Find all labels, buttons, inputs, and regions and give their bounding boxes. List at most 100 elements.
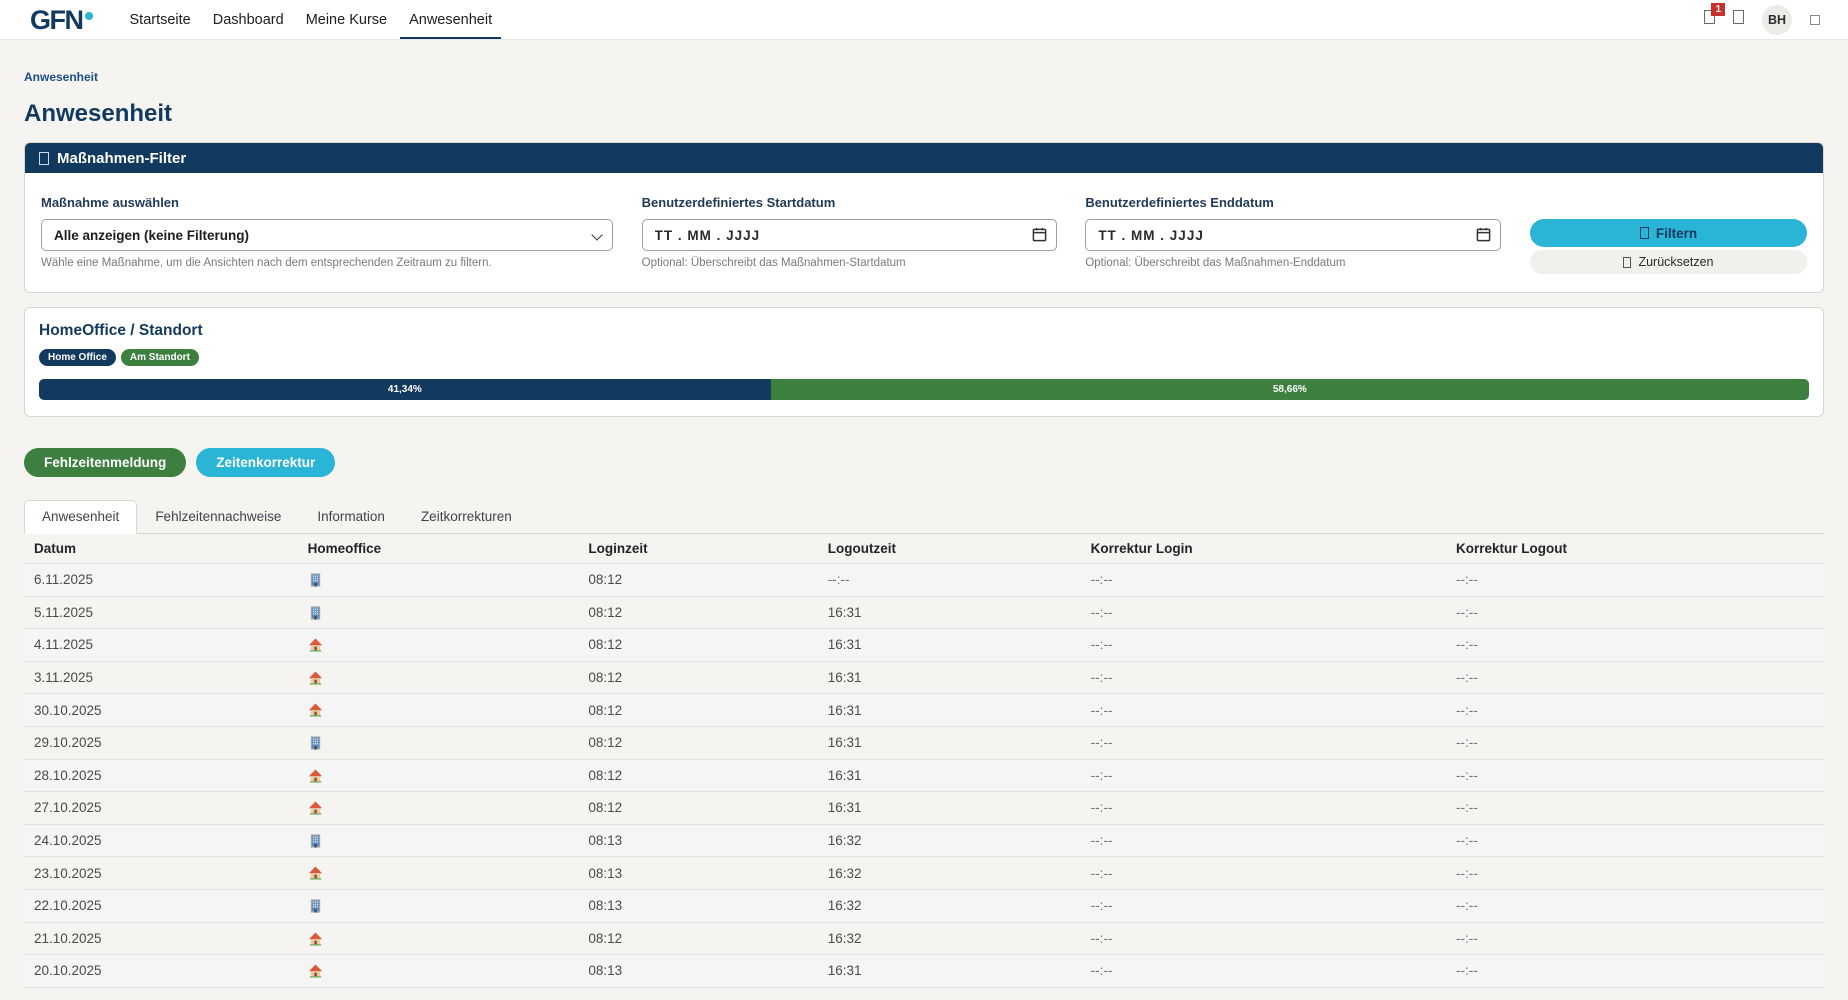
user-avatar[interactable]: BH bbox=[1762, 4, 1792, 35]
start-date-input-wrap bbox=[641, 219, 1057, 251]
cell-logoutzeit: 16:31 bbox=[827, 702, 862, 718]
top-navbar: GFN Startseite Dashboard Meine Kurse Anw… bbox=[0, 0, 1848, 40]
start-date-helper-text: Optional: Überschreibt das Maßnahmen-Sta… bbox=[641, 257, 906, 269]
cell-loginzeit: 08:13 bbox=[588, 963, 623, 979]
filter-button[interactable]: Filtern bbox=[1529, 219, 1807, 247]
cell-korrektur-login: --:-- bbox=[1090, 898, 1113, 914]
cell-korrektur-logout: --:-- bbox=[1455, 930, 1478, 946]
cell-logoutzeit: 16:31 bbox=[827, 670, 862, 686]
cell-datum: 22.10.2025 bbox=[34, 898, 102, 914]
filter-card-title: Maßnahmen-Filter bbox=[57, 149, 187, 167]
tab-zeitkorrekturen[interactable]: Zeitkorrekturen bbox=[420, 509, 512, 524]
cell-homeoffice bbox=[298, 702, 579, 718]
fehlzeitenmeldung-button[interactable]: Fehlzeitenmeldung bbox=[24, 448, 187, 477]
end-date-input[interactable] bbox=[1085, 219, 1502, 251]
menu-toggle-icon[interactable] bbox=[1810, 14, 1820, 25]
table-row: 20.10.2025 08:13 16:31 --:-- --:-- bbox=[24, 955, 1824, 988]
cell-homeoffice bbox=[298, 865, 579, 881]
header-homeoffice: Homeoffice bbox=[307, 541, 382, 556]
table-row: 21.10.2025 08:12 16:32 --:-- --:-- bbox=[24, 923, 1824, 956]
filter-card-body: Maßnahme auswählen Alle anzeigen (keine … bbox=[25, 173, 1823, 292]
cell-loginzeit: 08:12 bbox=[588, 800, 623, 816]
messages-button[interactable] bbox=[1733, 10, 1744, 29]
house-icon bbox=[308, 768, 324, 784]
cell-korrektur-login: --:-- bbox=[1090, 865, 1113, 881]
cell-korrektur-logout: --:-- bbox=[1455, 963, 1478, 979]
table-row: 27.10.2025 08:12 16:31 --:-- --:-- bbox=[24, 792, 1824, 825]
cell-datum: 5.11.2025 bbox=[34, 604, 94, 620]
office-building-icon bbox=[308, 605, 324, 621]
cell-homeoffice bbox=[298, 572, 579, 588]
cell-homeoffice bbox=[298, 669, 579, 685]
cell-datum: 21.10.2025 bbox=[34, 930, 102, 946]
filter-card-header: Maßnahmen-Filter bbox=[25, 143, 1823, 173]
end-date-input-wrap bbox=[1085, 219, 1502, 251]
table-body: 6.11.2025 08:12 --:-- --:-- --:-- 5.11.2… bbox=[24, 564, 1824, 988]
cell-homeoffice bbox=[298, 963, 579, 979]
cell-datum: 28.10.2025 bbox=[34, 767, 102, 783]
tab-fehlzeitennachweise[interactable]: Fehlzeitennachweise bbox=[155, 509, 282, 524]
cell-loginzeit: 08:12 bbox=[588, 637, 623, 653]
header-korrektur-login: Korrektur Login bbox=[1090, 541, 1193, 556]
cell-datum: 4.11.2025 bbox=[34, 637, 94, 653]
reset-button-icon bbox=[1623, 256, 1632, 268]
tab-anwesenheit[interactable]: Anwesenheit bbox=[24, 500, 138, 534]
nav-item-startseite[interactable]: Startseite bbox=[129, 11, 191, 28]
cell-logoutzeit: --:-- bbox=[827, 572, 850, 588]
cell-homeoffice bbox=[298, 930, 579, 946]
gfn-logo-dot-icon bbox=[84, 11, 93, 20]
homeoffice-progress-bar: 41,34% 58,66% bbox=[39, 379, 1809, 400]
breadcrumb[interactable]: Anwesenheit bbox=[24, 70, 99, 84]
nav-item-dashboard[interactable]: Dashboard bbox=[212, 11, 284, 28]
start-date-input[interactable] bbox=[641, 219, 1057, 251]
homeoffice-card-title: HomeOffice / Standort bbox=[39, 322, 203, 339]
cell-loginzeit: 08:12 bbox=[588, 572, 623, 588]
page-content: Anwesenheit Anwesenheit Maßnahmen-Filter… bbox=[0, 40, 1848, 988]
massnahmen-filter-card: Maßnahmen-Filter Maßnahme auswählen Alle… bbox=[24, 142, 1824, 293]
page-title: Anwesenheit bbox=[24, 100, 173, 127]
nav-item-meine-kurse[interactable]: Meine Kurse bbox=[305, 11, 388, 28]
filter-buttons-group: Filtern Zurücksetzen bbox=[1529, 195, 1807, 274]
end-date-field-group: Benutzerdefiniertes Enddatum Optional: Ü… bbox=[1085, 195, 1502, 274]
measure-select[interactable]: Alle anzeigen (keine Filterung) bbox=[41, 219, 613, 251]
table-row: 28.10.2025 08:12 16:31 --:-- --:-- bbox=[24, 759, 1824, 793]
filter-button-icon bbox=[1639, 227, 1649, 239]
notifications-button[interactable]: 1 bbox=[1704, 3, 1725, 29]
table-row: 6.11.2025 08:12 --:-- --:-- --:-- bbox=[24, 564, 1824, 597]
cell-korrektur-logout: --:-- bbox=[1455, 572, 1478, 588]
cell-logoutzeit: 16:32 bbox=[827, 930, 862, 946]
table-row: 30.10.2025 08:12 16:31 --:-- --:-- bbox=[24, 694, 1824, 727]
house-icon bbox=[308, 670, 324, 686]
house-icon bbox=[308, 865, 324, 881]
cell-korrektur-logout: --:-- bbox=[1455, 833, 1478, 849]
office-building-icon bbox=[308, 735, 324, 751]
calendar-icon[interactable] bbox=[1032, 227, 1047, 242]
gfn-logo-text: GFN bbox=[30, 4, 84, 35]
cell-loginzeit: 08:13 bbox=[588, 898, 623, 914]
tab-bar: Anwesenheit Fehlzeitennachweise Informat… bbox=[24, 500, 1824, 534]
messages-icon bbox=[1733, 10, 1744, 24]
tab-information[interactable]: Information bbox=[317, 509, 385, 524]
cell-korrektur-login: --:-- bbox=[1090, 833, 1113, 849]
measure-helper-text: Wähle eine Maßnahme, um die Ansichten na… bbox=[41, 257, 492, 269]
cell-logoutzeit: 16:31 bbox=[827, 604, 862, 620]
cell-loginzeit: 08:12 bbox=[588, 702, 623, 718]
calendar-icon[interactable] bbox=[1476, 227, 1491, 242]
cell-loginzeit: 08:12 bbox=[588, 604, 623, 620]
cell-korrektur-logout: --:-- bbox=[1455, 702, 1478, 718]
cell-loginzeit: 08:12 bbox=[588, 735, 623, 751]
cell-korrektur-login: --:-- bbox=[1090, 637, 1113, 653]
nav-item-anwesenheit[interactable]: Anwesenheit bbox=[400, 0, 502, 39]
house-icon bbox=[308, 702, 324, 718]
reset-button[interactable]: Zurücksetzen bbox=[1529, 250, 1807, 274]
cell-logoutzeit: 16:31 bbox=[827, 800, 862, 816]
table-row: 22.10.2025 08:13 16:32 --:-- --:-- bbox=[24, 889, 1824, 923]
cell-homeoffice bbox=[298, 832, 579, 848]
cell-korrektur-logout: --:-- bbox=[1455, 800, 1478, 816]
gfn-logo[interactable]: GFN bbox=[30, 3, 93, 37]
zeitenkorrektur-button[interactable]: Zeitenkorrektur bbox=[196, 448, 336, 477]
cell-datum: 24.10.2025 bbox=[34, 833, 102, 849]
homeoffice-badges: Home Office Am Standort bbox=[39, 349, 1809, 366]
start-date-field-group: Benutzerdefiniertes Startdatum Optional:… bbox=[641, 195, 1057, 274]
cell-homeoffice bbox=[298, 735, 579, 751]
